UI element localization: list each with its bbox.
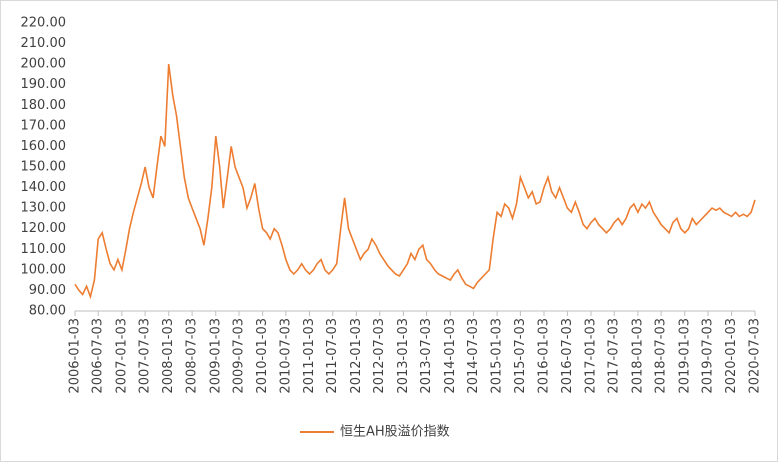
y-tick-label: 180.00	[21, 98, 67, 113]
x-tick-label: 2012-01-03	[349, 318, 364, 394]
y-tick-label: 120.00	[21, 221, 67, 236]
y-tick-label: 170.00	[21, 118, 67, 133]
y-tick-label: 200.00	[21, 57, 67, 72]
x-tick-label: 2020-01-03	[724, 318, 739, 394]
y-tick-label: 110.00	[21, 242, 67, 257]
x-tick-label: 2016-01-03	[537, 318, 552, 394]
x-tick-label: 2006-01-03	[68, 318, 83, 394]
x-tick-label: 2018-01-03	[630, 318, 645, 394]
x-tick-label: 2019-07-03	[700, 318, 715, 394]
legend-label: 恒生AH股溢价指数	[340, 425, 450, 440]
x-tick-label: 2009-07-03	[231, 318, 246, 394]
x-tick-label: 2013-01-03	[396, 318, 411, 394]
x-tick-label: 2006-07-03	[91, 318, 106, 394]
x-tick-label: 2009-01-03	[208, 318, 223, 394]
y-tick-label: 220.00	[21, 16, 67, 31]
x-tick-label: 2018-07-03	[654, 318, 669, 394]
x-tick-label: 2016-07-03	[560, 318, 575, 394]
x-tick-label: 2007-07-03	[138, 318, 153, 394]
x-tick-label: 2007-01-03	[114, 318, 129, 394]
x-tick-label: 2017-07-03	[607, 318, 622, 394]
y-tick-label: 130.00	[21, 201, 67, 216]
series-line	[74, 63, 756, 300]
x-tick-label: 2013-07-03	[419, 318, 434, 394]
x-tick-label: 2008-07-03	[185, 318, 200, 394]
x-tick-label: 2011-01-03	[302, 318, 317, 394]
y-tick-label: 90.00	[29, 283, 66, 298]
y-tick-label: 80.00	[29, 304, 66, 319]
y-tick-label: 160.00	[21, 139, 67, 154]
x-tick-label: 2020-07-03	[748, 318, 763, 394]
x-tick-label: 2015-07-03	[513, 318, 528, 394]
x-tick-label: 2017-01-03	[584, 318, 599, 394]
x-tick-label: 2010-07-03	[278, 318, 293, 394]
y-tick-label: 140.00	[21, 180, 67, 195]
x-tick-label: 2015-01-03	[490, 318, 505, 394]
y-tick-label: 190.00	[21, 77, 67, 92]
x-tick-label: 2012-07-03	[372, 318, 387, 394]
x-tick-label: 2008-01-03	[161, 318, 176, 394]
x-tick-label: 2014-07-03	[466, 318, 481, 394]
x-tick-label: 2010-01-03	[255, 318, 270, 394]
y-tick-label: 100.00	[21, 262, 67, 277]
x-tick-label: 2019-01-03	[677, 318, 692, 394]
y-tick-label: 210.00	[21, 36, 67, 51]
x-tick-label: 2014-01-03	[443, 318, 458, 394]
x-tick-label: 2011-07-03	[325, 318, 340, 394]
y-tick-label: 150.00	[21, 160, 67, 175]
